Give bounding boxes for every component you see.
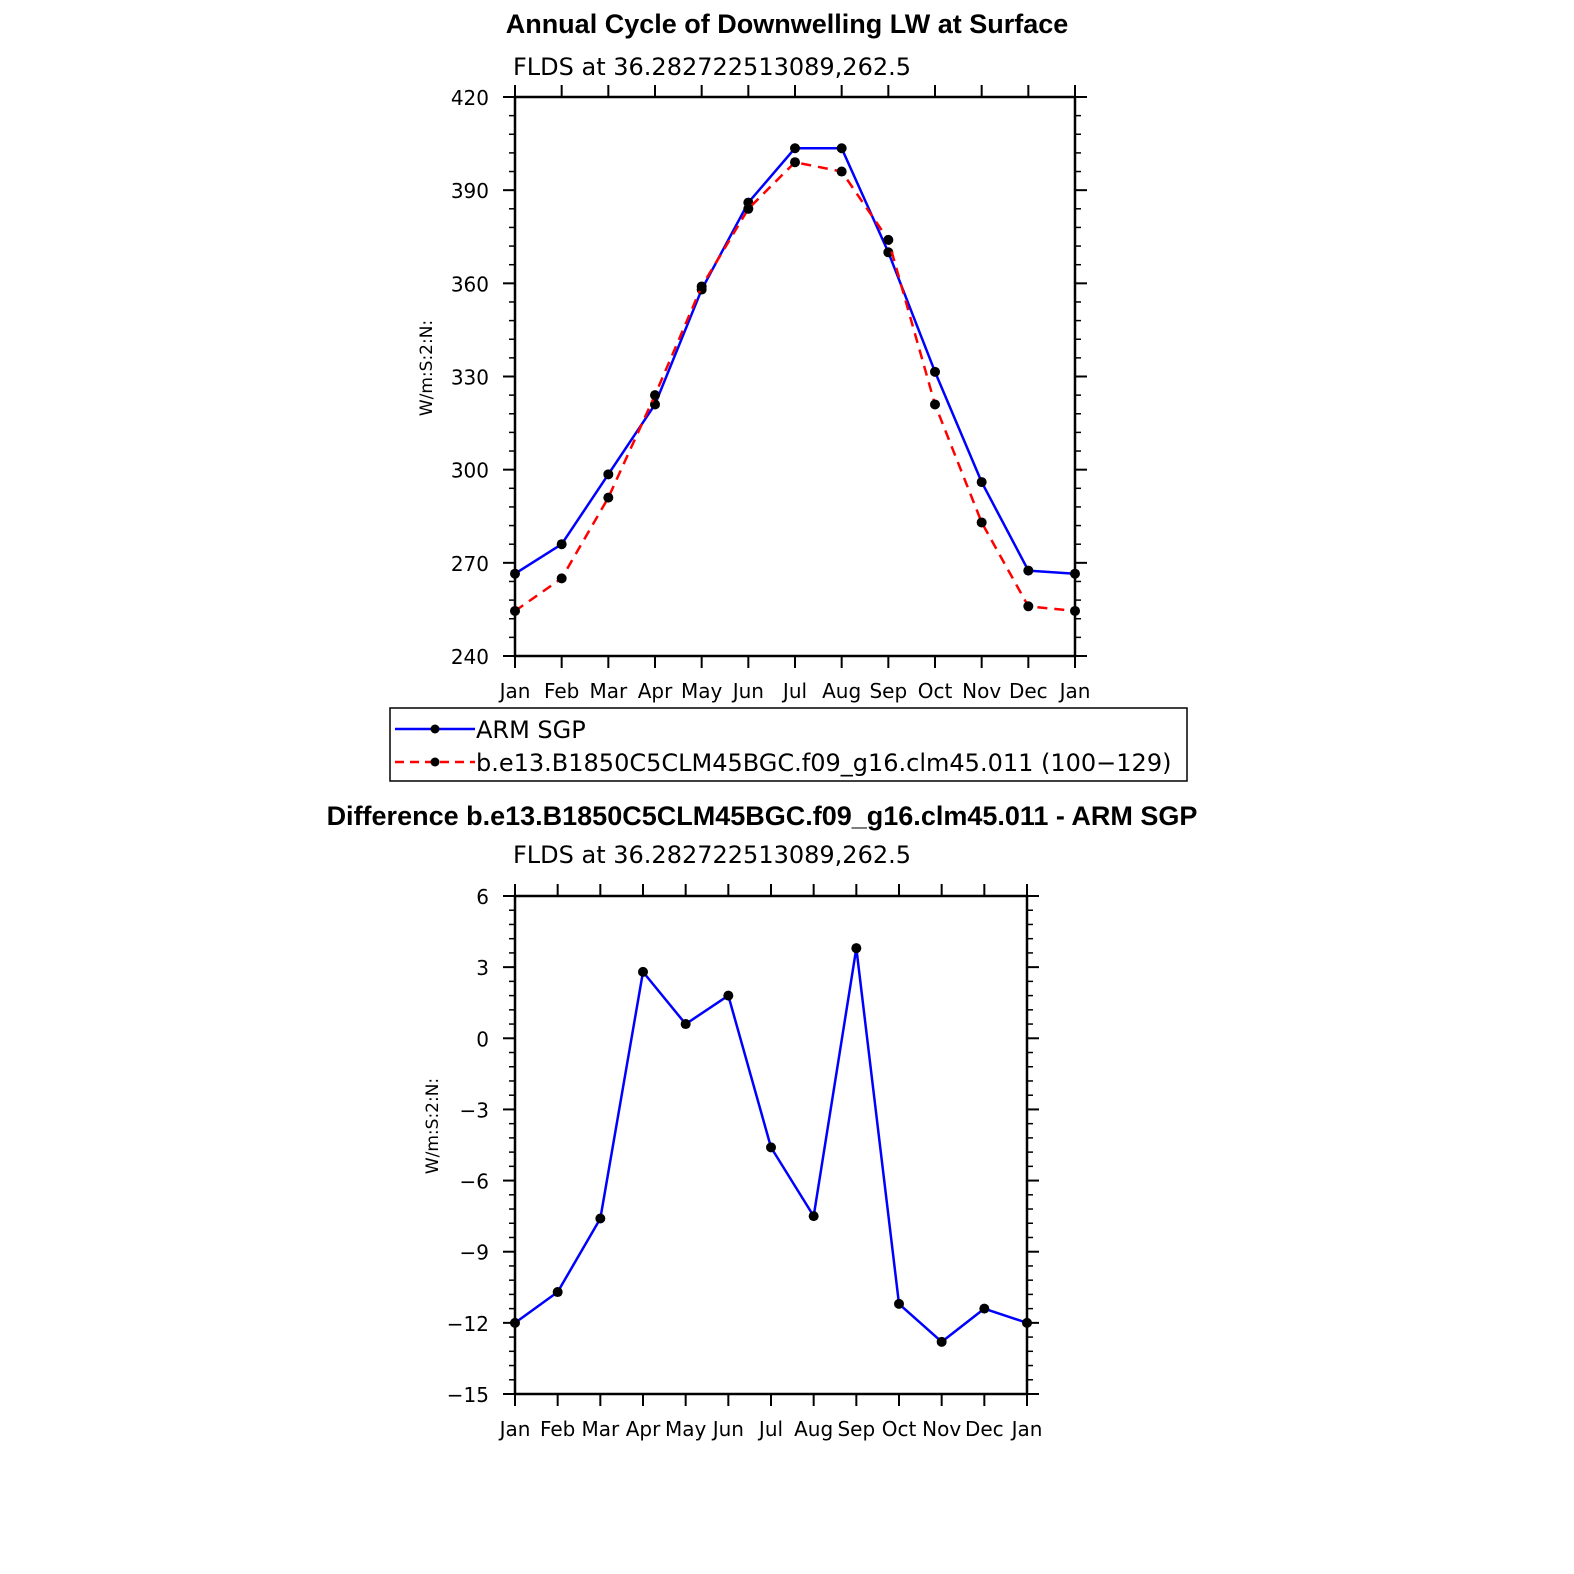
chart2-axes: Jan Feb Mar Apr May Jun Jul Aug Sep Oct Nov Dec Jan−… bbox=[447, 884, 1043, 1441]
series-1-point bbox=[556, 573, 567, 584]
series-0-point bbox=[603, 469, 614, 480]
x-tick-label: Nov bbox=[962, 679, 1001, 703]
legend-box bbox=[389, 707, 1188, 782]
series-1-point bbox=[976, 517, 987, 528]
series-0-point bbox=[638, 966, 648, 977]
y-tick-label: −3 bbox=[460, 1098, 489, 1122]
series-1-point bbox=[836, 166, 847, 177]
series-0-point bbox=[1070, 568, 1080, 579]
y-tick-label: 360 bbox=[451, 272, 489, 296]
x-tick-label: Jan bbox=[1010, 1417, 1043, 1441]
series-0-point bbox=[766, 1142, 776, 1153]
series-1-line bbox=[514, 160, 1076, 613]
x-tick-label: May bbox=[665, 1417, 707, 1441]
series-0-point bbox=[510, 1317, 520, 1328]
x-tick-label: Jan bbox=[1058, 679, 1091, 703]
series-0-line bbox=[514, 146, 1076, 575]
series-0-point bbox=[808, 1211, 819, 1222]
series-1-point bbox=[790, 157, 800, 168]
y-tick-label: −9 bbox=[460, 1241, 489, 1265]
series-0-point bbox=[930, 366, 940, 377]
series-0-point bbox=[936, 1336, 947, 1347]
series-1-point bbox=[1070, 605, 1080, 616]
y-tick-label: −12 bbox=[447, 1312, 489, 1336]
y-tick-label: −15 bbox=[447, 1383, 489, 1407]
x-tick-label: May bbox=[681, 679, 723, 703]
y-tick-label: 6 bbox=[476, 885, 489, 909]
series-0-point bbox=[976, 477, 987, 488]
y-tick-label: 0 bbox=[476, 1027, 489, 1051]
series-0-point bbox=[851, 943, 862, 954]
legend-marker-arm bbox=[430, 724, 440, 734]
x-tick-label: Mar bbox=[589, 679, 628, 703]
series-0-point bbox=[1023, 565, 1034, 576]
y-tick-label: 420 bbox=[451, 86, 489, 110]
x-tick-label: Sep bbox=[837, 1417, 875, 1441]
series-0-point bbox=[1022, 1317, 1032, 1328]
y-tick-label: 330 bbox=[451, 366, 489, 390]
chart2-ylabel: W/m:S:2:N: bbox=[423, 1078, 443, 1174]
series-0-point bbox=[723, 990, 734, 1001]
x-tick-label: Feb bbox=[540, 1417, 575, 1441]
x-tick-label: Jun bbox=[711, 1417, 744, 1441]
series-0-point bbox=[510, 568, 520, 579]
legend-label-arm: ARM SGP bbox=[476, 716, 586, 744]
chart2-title: Difference b.e13.B1850C5CLM45BGC.f09_g16… bbox=[327, 801, 1198, 831]
x-tick-label: Jan bbox=[498, 1417, 531, 1441]
chart1-subtitle: FLDS at 36.282722513089,262.5 bbox=[513, 53, 911, 81]
series-1-point bbox=[510, 605, 520, 616]
x-tick-label: Aug bbox=[822, 679, 861, 703]
series-0-point bbox=[836, 143, 847, 154]
chart1-ylabel: W/m:S:2:N: bbox=[417, 320, 437, 416]
series-0-point bbox=[595, 1213, 606, 1224]
difference-chart: Difference b.e13.B1850C5CLM45BGC.f09_g16… bbox=[327, 801, 1198, 1441]
x-tick-label: Sep bbox=[869, 679, 907, 703]
y-tick-label: 240 bbox=[451, 645, 489, 669]
chart1-frame bbox=[513, 95, 1077, 658]
legend-marker-model bbox=[430, 757, 440, 767]
x-tick-label: Dec bbox=[965, 1417, 1004, 1441]
legend: ARM SGP b.e13.B1850C5CLM45BGC.f09_g16.cl… bbox=[389, 707, 1188, 782]
x-tick-label: Aug bbox=[794, 1417, 833, 1441]
series-0-point bbox=[552, 1287, 563, 1298]
series-0-point bbox=[883, 247, 894, 258]
y-tick-label: 300 bbox=[451, 459, 489, 483]
x-tick-label: Dec bbox=[1009, 679, 1048, 703]
x-tick-label: Nov bbox=[922, 1417, 961, 1441]
series-1-point bbox=[930, 399, 940, 410]
x-tick-label: Jun bbox=[731, 679, 764, 703]
series-0-point bbox=[790, 143, 800, 154]
series-1-point bbox=[1023, 601, 1034, 612]
legend-label-model: b.e13.B1850C5CLM45BGC.f09_g16.clm45.011 … bbox=[476, 749, 1171, 777]
series-1-point bbox=[883, 234, 894, 245]
x-tick-label: Feb bbox=[544, 679, 579, 703]
series-1-point bbox=[603, 492, 614, 503]
y-tick-label: −6 bbox=[460, 1170, 489, 1194]
chart1-axes: Jan Feb Mar Apr May Jun Jul Aug Sep Oct Nov Dec Jan 2… bbox=[451, 85, 1091, 703]
y-tick-label: 270 bbox=[451, 552, 489, 576]
chart1-title: Annual Cycle of Downwelling LW at Surfac… bbox=[506, 9, 1069, 39]
chart1-plot-area bbox=[510, 143, 1080, 616]
annual-cycle-chart: Annual Cycle of Downwelling LW at Surfac… bbox=[417, 9, 1090, 703]
x-tick-label: Jul bbox=[781, 679, 807, 703]
chart2-plot-area bbox=[510, 943, 1032, 1347]
x-tick-label: Oct bbox=[882, 1417, 917, 1441]
x-tick-label: Apr bbox=[638, 679, 673, 703]
series-1-point bbox=[696, 281, 707, 292]
x-tick-label: Oct bbox=[918, 679, 953, 703]
y-tick-label: 3 bbox=[476, 956, 489, 980]
x-tick-label: Apr bbox=[626, 1417, 661, 1441]
series-1-point bbox=[650, 390, 660, 401]
x-tick-label: Mar bbox=[581, 1417, 620, 1441]
series-1-point bbox=[743, 203, 754, 214]
y-tick-label: 390 bbox=[451, 179, 489, 203]
series-0-point bbox=[556, 539, 567, 550]
series-0-point bbox=[979, 1303, 990, 1314]
x-tick-label: Jul bbox=[757, 1417, 783, 1441]
series-0-point bbox=[894, 1298, 904, 1309]
chart2-subtitle: FLDS at 36.282722513089,262.5 bbox=[513, 841, 911, 869]
x-tick-label: Jan bbox=[498, 679, 531, 703]
series-0-point bbox=[680, 1019, 691, 1030]
